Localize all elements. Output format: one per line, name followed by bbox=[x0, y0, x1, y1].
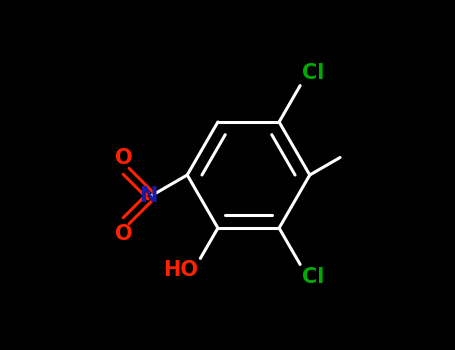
Text: N: N bbox=[140, 186, 158, 206]
Text: O: O bbox=[115, 148, 132, 168]
Text: O: O bbox=[115, 224, 132, 244]
Text: Cl: Cl bbox=[302, 63, 324, 83]
Text: HO: HO bbox=[163, 260, 198, 280]
Text: Cl: Cl bbox=[302, 267, 324, 287]
